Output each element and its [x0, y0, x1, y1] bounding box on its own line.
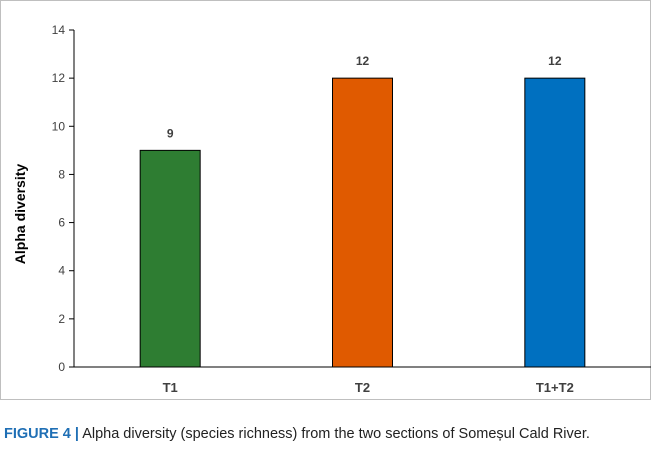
caption-text: Alpha diversity (species richness) from … [78, 426, 590, 442]
chart-frame: 0 2 4 6 8 10 12 14 9 12 12 T1 T2 T1+T2 Alpha divers… [0, 0, 651, 400]
x-tick-label: T1 [163, 380, 178, 395]
y-tick-label: 4 [58, 264, 65, 278]
data-label: 12 [548, 54, 562, 68]
y-tick-label: 6 [58, 216, 65, 230]
bar-chart: 0 2 4 6 8 10 12 14 9 12 12 T1 T2 T1+T2 Alpha divers… [12, 23, 651, 395]
y-tick-label: 10 [52, 119, 66, 133]
y-axis-title: Alpha diversity [12, 164, 28, 265]
figure-label: FIGURE 4 | [4, 426, 79, 442]
y-tick-label: 8 [58, 167, 65, 181]
data-label: 9 [167, 126, 174, 140]
y-tick-label: 12 [52, 71, 66, 85]
x-tick-label: T2 [355, 380, 370, 395]
bar-t1 [139, 149, 201, 368]
figure-caption: FIGURE 4 | Alpha diversity (species rich… [4, 423, 644, 445]
y-tick-label: 14 [52, 23, 66, 37]
y-tick-label: 2 [58, 312, 65, 326]
x-axis: T1 T2 T1+T2 [74, 366, 651, 395]
y-axis: 0 2 4 6 8 10 12 14 [52, 23, 75, 374]
data-label: 12 [356, 54, 370, 68]
bars: 9 12 12 [139, 54, 586, 368]
bar-t1-t2 [524, 77, 586, 368]
bar-t2 [332, 77, 393, 368]
x-tick-label: T1+T2 [536, 380, 574, 395]
y-tick-label: 0 [58, 360, 65, 374]
